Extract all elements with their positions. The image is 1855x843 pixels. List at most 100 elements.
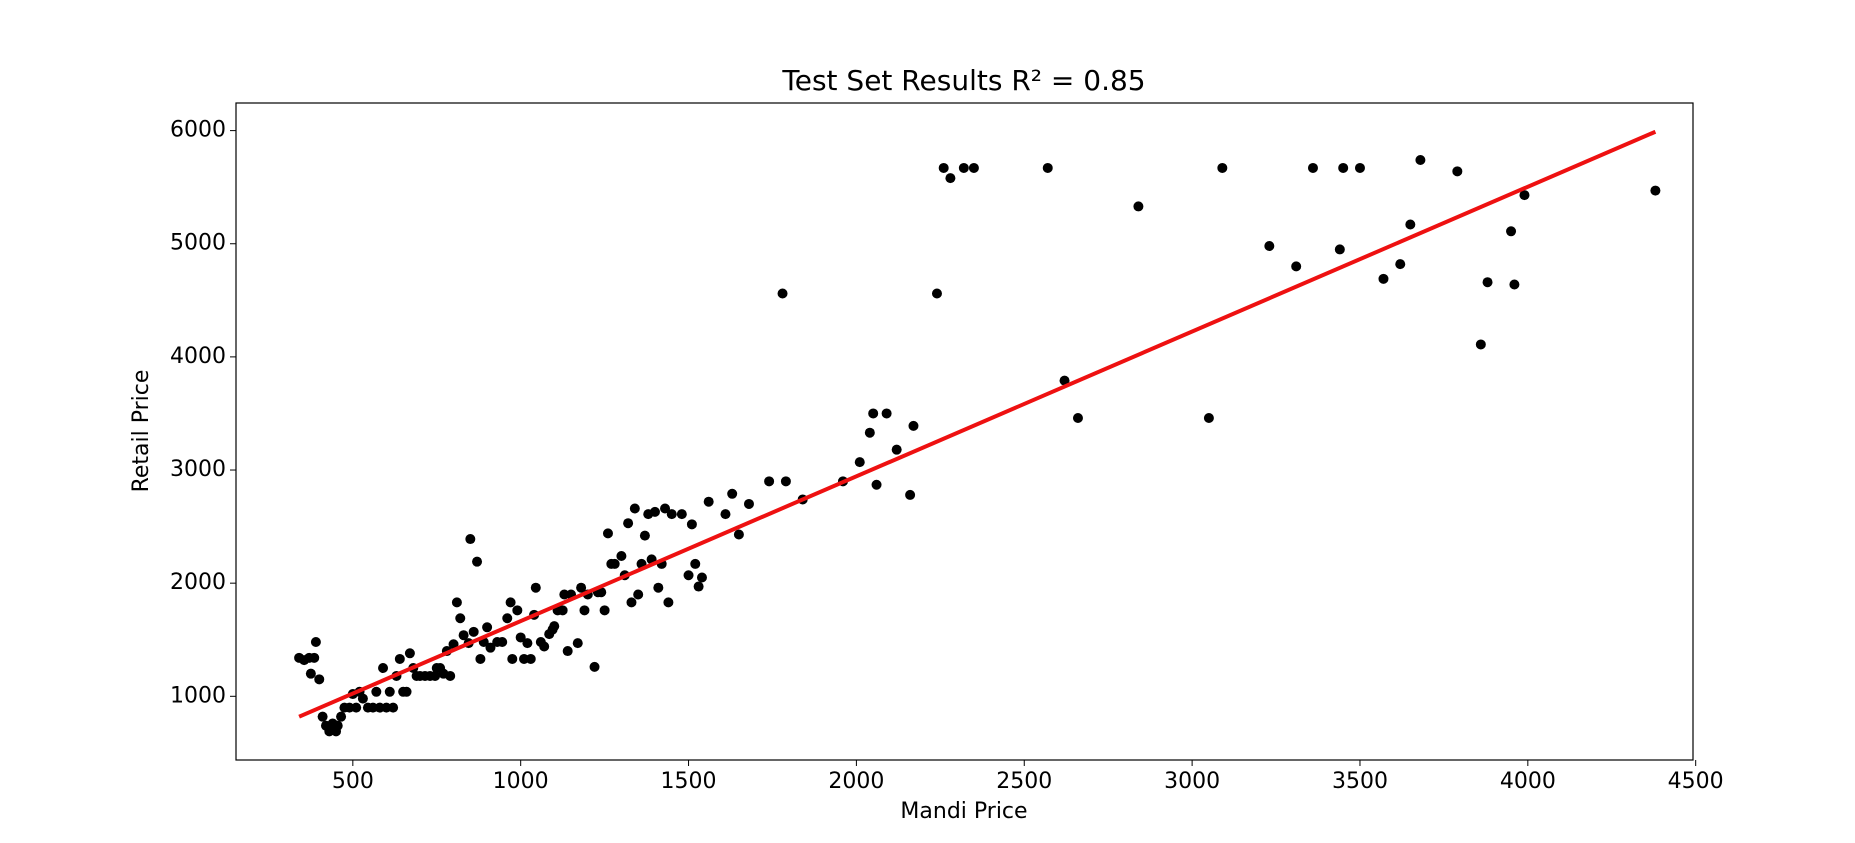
scatter-point <box>451 597 462 608</box>
scatter-point <box>589 661 600 672</box>
scatter-point <box>599 605 610 616</box>
scatter-point <box>465 534 476 545</box>
scatter-point <box>871 479 882 490</box>
scatter-point <box>1452 166 1463 177</box>
scatter-point <box>497 636 508 647</box>
scatter-point <box>309 652 320 663</box>
x-tick-label: 4500 <box>1668 769 1724 794</box>
x-tick-label: 1500 <box>661 769 717 794</box>
scatter-point <box>525 653 536 664</box>
regression-line <box>298 129 1657 719</box>
scatter-point <box>663 597 674 608</box>
scatter-point <box>579 605 590 616</box>
y-tick-label: 1000 <box>170 683 226 708</box>
scatter-point <box>1475 339 1486 350</box>
scatter-point <box>864 427 875 438</box>
scatter-point <box>696 572 707 583</box>
y-axis-label: Retail Price <box>129 370 154 493</box>
scatter-point <box>445 670 456 681</box>
scatter-point <box>945 173 956 184</box>
scatter-point <box>623 518 634 529</box>
scatter-point <box>515 632 526 643</box>
x-tick-label: 2000 <box>828 769 884 794</box>
scatter-point <box>616 551 627 562</box>
scatter-point <box>931 288 942 299</box>
scatter-point <box>351 702 362 713</box>
scatter-point <box>881 408 892 419</box>
scatter-point <box>693 581 704 592</box>
scatter-point <box>653 582 664 593</box>
scatter-point <box>455 613 466 624</box>
scatter-point <box>482 622 493 633</box>
scatter-point <box>572 638 583 649</box>
scatter-point <box>448 639 459 650</box>
scatter-point <box>332 720 343 731</box>
scatter-point <box>1042 162 1053 173</box>
scatter-point <box>676 509 687 520</box>
scatter-point <box>530 582 541 593</box>
scatter-point <box>576 582 587 593</box>
scatter-point <box>908 420 919 431</box>
scatter-point <box>1405 219 1416 230</box>
scatter-point <box>1072 412 1083 423</box>
scatter-point <box>472 556 483 567</box>
scatter-point <box>317 711 328 722</box>
scatter-point <box>557 605 568 616</box>
chart-title: Test Set Results R² = 0.85 <box>781 64 1145 97</box>
scatter-point <box>743 498 754 509</box>
scatter-point <box>1395 259 1406 270</box>
scatter-point <box>522 638 533 649</box>
scatter-point <box>475 653 486 664</box>
x-tick-label: 1000 <box>493 769 549 794</box>
scatter-point <box>1509 279 1520 290</box>
scatter-point <box>1133 201 1144 212</box>
scatter-point <box>1519 190 1530 201</box>
scatter-point <box>733 529 744 540</box>
scatter-point <box>1338 162 1349 173</box>
scatter-point <box>686 519 697 530</box>
scatter-point <box>549 621 560 632</box>
x-tick-label: 3500 <box>1332 769 1388 794</box>
scatter-point <box>1506 226 1517 237</box>
scatter-point <box>384 686 395 697</box>
scatter-point <box>649 506 660 517</box>
scatter-point <box>1378 273 1389 284</box>
scatter-point <box>1482 277 1493 288</box>
scatter-point <box>1217 162 1228 173</box>
scatter-point <box>968 162 979 173</box>
scatter-point <box>314 674 325 685</box>
scatter-point <box>764 476 775 487</box>
x-tick-label: 3000 <box>1164 769 1220 794</box>
scatter-point <box>703 496 714 507</box>
scatter-point <box>609 558 620 569</box>
scatter-point <box>378 663 389 674</box>
x-tick-label: 500 <box>332 769 374 794</box>
y-tick-label: 5000 <box>170 231 226 256</box>
scatter-point <box>639 530 650 541</box>
scatter-point <box>507 653 518 664</box>
scatter-point <box>780 476 791 487</box>
scatter-point <box>633 589 644 600</box>
scatter-point <box>1203 412 1214 423</box>
scatter-point <box>1650 185 1661 196</box>
scatter-point <box>629 503 640 514</box>
scatter-point <box>1334 244 1345 255</box>
scatter-point <box>891 444 902 455</box>
y-tick-label: 2000 <box>170 570 226 595</box>
scatter-point <box>690 558 701 569</box>
scatter-point <box>502 613 513 624</box>
scatter-point <box>905 489 916 500</box>
x-tick-label: 2500 <box>996 769 1052 794</box>
scatter-point <box>458 630 469 641</box>
scatter-point <box>660 503 671 514</box>
plot-frame <box>235 102 1694 761</box>
scatter-point <box>430 670 441 681</box>
scatter-point <box>305 668 316 679</box>
scatter-point <box>310 636 321 647</box>
scatter-point <box>336 711 347 722</box>
scatter-point <box>626 597 637 608</box>
scatter-point <box>777 288 788 299</box>
scatter-point <box>720 509 731 520</box>
scatter-point <box>371 686 382 697</box>
scatter-point <box>868 408 879 419</box>
